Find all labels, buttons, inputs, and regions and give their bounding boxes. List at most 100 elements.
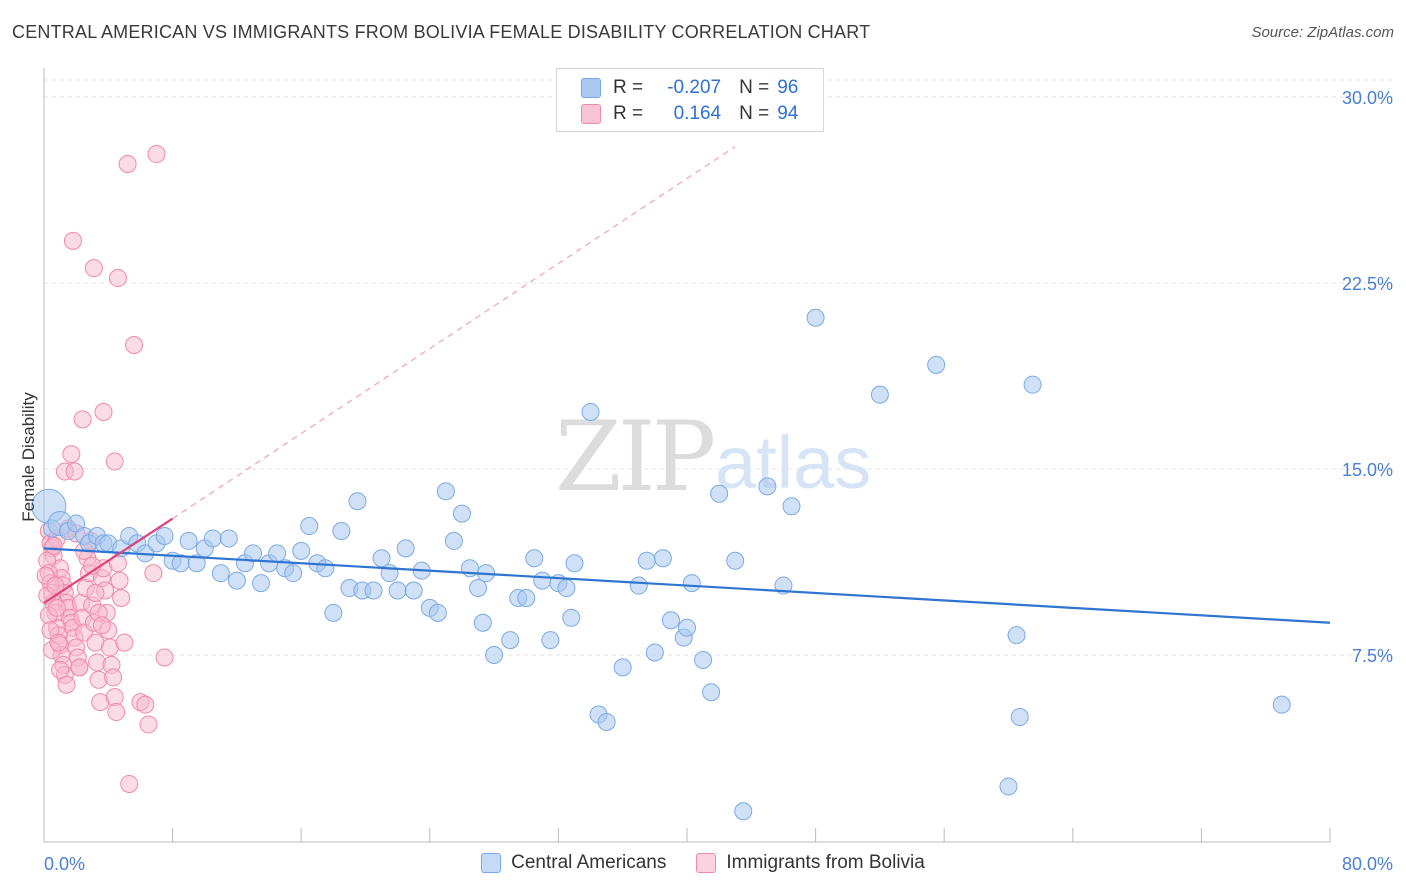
bolivia-point — [46, 576, 65, 595]
bolivia-point — [65, 462, 84, 481]
bolivia-point — [49, 633, 68, 652]
central-american-point — [702, 683, 721, 702]
central-american-point — [1272, 695, 1291, 714]
watermark-atlas: atlas — [715, 421, 871, 504]
y-axis-title: Female Disability — [19, 392, 38, 522]
x-tick-label-max: 80.0% — [1342, 854, 1393, 874]
central-american-point — [324, 603, 343, 622]
central-american-trend-line — [43, 547, 1331, 624]
central-american-point — [661, 611, 680, 630]
central-american-point — [452, 504, 471, 523]
central-american-point — [219, 529, 238, 548]
axes — [43, 68, 1331, 843]
y-tick-label: 22.5% — [1342, 274, 1393, 294]
central-american-point — [758, 477, 777, 496]
central-american-point — [734, 802, 753, 821]
source-label: Source: ZipAtlas.com — [1251, 24, 1394, 41]
legend-n-value: 96 — [777, 77, 799, 98]
central-american-point — [179, 531, 198, 550]
central-american-point — [694, 650, 713, 669]
central-american-point — [501, 631, 520, 650]
series-legend: Central Americans Immigrants from Bolivi… — [0, 852, 1406, 874]
legend-n-label: N = — [739, 77, 770, 98]
central-american-point — [388, 581, 407, 600]
y-tick-label: 30.0% — [1342, 88, 1393, 108]
central-american-point — [682, 574, 701, 593]
bolivia-point — [57, 675, 76, 694]
central-american-point — [637, 551, 656, 570]
central-american-point — [155, 526, 174, 545]
trend-lines — [43, 146, 1331, 624]
central-american-point — [541, 631, 560, 650]
bolivia-point — [139, 715, 158, 734]
bolivia-point — [110, 571, 129, 590]
bolivia-point — [107, 703, 126, 722]
central-american-point — [678, 618, 696, 637]
legend-swatch-blue — [481, 853, 502, 873]
central-american-point — [557, 579, 576, 598]
central-american-point — [999, 777, 1018, 796]
legend-r-value: 0.164 — [673, 103, 722, 124]
y-tick-label: 7.5% — [1352, 646, 1393, 666]
central-american-point — [525, 549, 544, 568]
central-american-point — [404, 581, 423, 600]
central-american-point — [565, 554, 584, 573]
central-american-point — [870, 385, 889, 404]
central-american-point — [436, 482, 455, 501]
correlation-legend: R = -0.207 N = 96 R = 0.164 N = 94 — [556, 68, 824, 132]
bolivia-point — [155, 648, 174, 667]
central-american-point — [1007, 626, 1026, 645]
central-american-point — [284, 564, 303, 583]
bolivia-point — [94, 402, 113, 421]
central-american-point — [473, 613, 492, 632]
central-american-point — [243, 544, 262, 563]
central-american-point — [316, 559, 335, 578]
watermark: ZIP atlas — [555, 401, 871, 513]
bolivia-trend-extension — [172, 146, 736, 520]
bolivia-point — [118, 154, 137, 173]
chart-title: CENTRAL AMERICAN VS IMMIGRANTS FROM BOLI… — [12, 22, 871, 42]
bolivia-point — [92, 616, 111, 635]
bolivia-trend-line — [43, 517, 174, 604]
watermark-zip: ZIP — [555, 401, 714, 513]
bolivia-point — [105, 452, 124, 471]
bolivia-point — [47, 598, 66, 617]
central-american-point — [444, 531, 463, 550]
legend-swatch-pink — [581, 104, 601, 124]
central-american-point — [469, 579, 488, 598]
central-american-point — [726, 551, 745, 570]
x-tick-label-min: 0.0% — [44, 854, 85, 874]
central-american-point — [332, 522, 351, 540]
bolivia-point — [108, 269, 127, 288]
central-american-point — [428, 603, 447, 622]
bolivia-point — [136, 695, 155, 714]
bolivia-point — [73, 410, 92, 429]
central-american-point — [292, 541, 311, 560]
bolivia-point — [104, 668, 123, 687]
central-american-point — [1023, 375, 1042, 394]
bolivia-point — [115, 633, 134, 652]
central-american-point — [597, 712, 616, 731]
bolivia-point — [120, 774, 139, 793]
legend-label: Central Americans — [511, 852, 667, 873]
central-american-point — [581, 402, 600, 421]
y-tick-label: 15.0% — [1342, 460, 1393, 480]
central-american-point — [203, 529, 222, 548]
central-american-point — [533, 571, 552, 590]
legend-swatch-blue — [581, 78, 601, 98]
central-american-point — [710, 484, 729, 503]
central-american-point — [227, 571, 246, 590]
bolivia-point — [62, 445, 81, 464]
bolivia-point — [84, 259, 103, 278]
central-american-point — [645, 643, 664, 662]
central-american-point — [562, 608, 581, 627]
bolivia-point — [144, 564, 163, 583]
legend-item-central-americans[interactable]: Central Americans — [481, 852, 666, 874]
central-american-point — [252, 574, 271, 593]
legend-n-value: 94 — [777, 103, 799, 124]
legend-r-label: R = — [613, 103, 644, 124]
bolivia-points — [36, 145, 174, 793]
bolivia-point — [70, 658, 89, 677]
legend-item-bolivia[interactable]: Immigrants from Bolivia — [696, 852, 925, 874]
